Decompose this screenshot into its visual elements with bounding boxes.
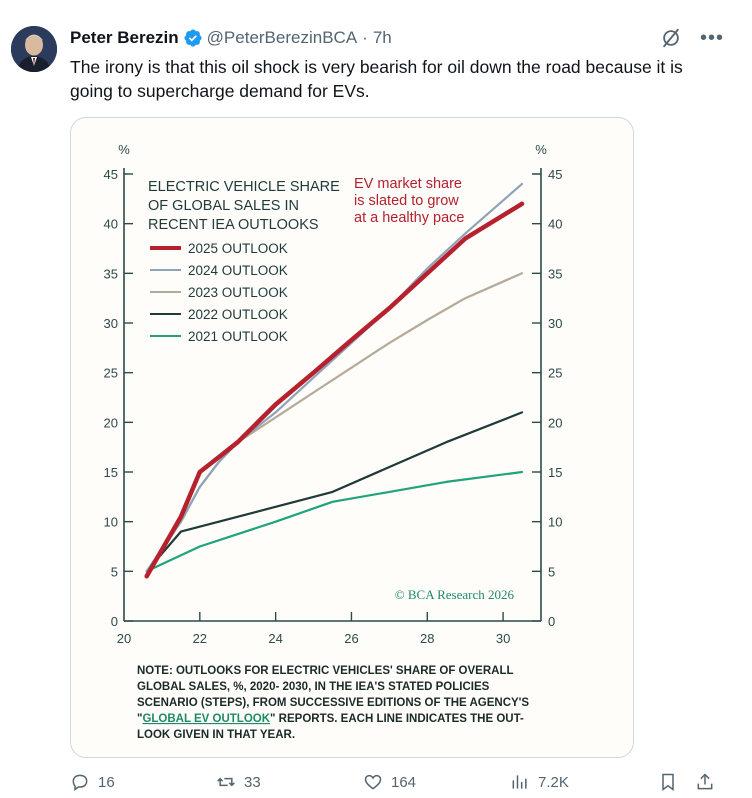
note-text: " REPORTS. EACH LINE INDICATES THE OUT- xyxy=(270,713,524,725)
author-handle[interactable]: @PeterBerezinBCA xyxy=(206,28,358,47)
y-tick-label-right: 40 xyxy=(548,217,562,232)
y-tick-label-right: 15 xyxy=(548,465,562,480)
annotation-line: EV market share xyxy=(354,176,462,192)
y-axis-label-right: % xyxy=(535,142,547,157)
heart-icon xyxy=(364,774,382,790)
repost-button[interactable]: 33 xyxy=(216,772,261,792)
y-tick-label-left: 45 xyxy=(104,167,118,182)
y-tick-label-right: 0 xyxy=(548,614,555,629)
author-name[interactable]: Peter Berezin xyxy=(70,28,179,47)
header-icons: ••• xyxy=(660,27,724,49)
views-button[interactable]: 7.2K xyxy=(510,772,569,792)
note-line: LOOK GIVEN IN THAT YEAR. xyxy=(137,729,295,741)
x-tick-label: 26 xyxy=(344,631,358,646)
separator-dot: · xyxy=(362,28,368,47)
like-count: 164 xyxy=(391,773,417,791)
grok-icon[interactable] xyxy=(660,27,682,49)
x-tick-label: 20 xyxy=(117,631,131,646)
x-tick-label: 30 xyxy=(496,631,510,646)
tweet-header: Peter Berezin @PeterBerezinBCA · 7h xyxy=(70,27,392,49)
y-tick-label-right: 25 xyxy=(548,366,562,381)
legend-label-2023: 2023 OUTLOOK xyxy=(188,285,288,300)
annotation-line: is slated to grow xyxy=(354,193,459,209)
avatar-image xyxy=(11,26,57,72)
legend-label-2024: 2024 OUTLOOK xyxy=(188,263,288,278)
bookmark-icon xyxy=(662,773,674,791)
share-button[interactable] xyxy=(695,772,715,792)
note-text: " xyxy=(137,713,142,725)
more-icon[interactable]: ••• xyxy=(699,27,724,49)
annotation-line: at a healthy pace xyxy=(354,210,464,226)
views-count: 7.2K xyxy=(538,773,569,791)
repost-icon xyxy=(217,777,235,787)
y-tick-label-right: 20 xyxy=(548,415,562,430)
y-tick-label-right: 5 xyxy=(548,564,555,579)
reply-icon xyxy=(72,774,88,791)
y-tick-label-left: 30 xyxy=(104,316,118,331)
action-bar: 16 33 164 7.2K xyxy=(70,772,720,798)
reply-count: 16 xyxy=(98,773,115,791)
y-tick-label-left: 5 xyxy=(111,564,118,579)
x-tick-label: 24 xyxy=(268,631,282,646)
note-line: GLOBAL SALES, %, 2020- 2030, IN THE IEA'… xyxy=(137,681,490,693)
timestamp[interactable]: 7h xyxy=(372,28,392,47)
chart-note: NOTE: OUTLOOKS FOR ELECTRIC VEHICLES' SH… xyxy=(137,665,529,741)
note-line: NOTE: OUTLOOKS FOR ELECTRIC VEHICLES' SH… xyxy=(137,665,514,677)
chart-title-line: ELECTRIC VEHICLE SHARE xyxy=(148,179,340,195)
legend-label-2025: 2025 OUTLOOK xyxy=(188,241,288,256)
like-button[interactable]: 164 xyxy=(363,772,416,792)
y-tick-label-left: 0 xyxy=(111,614,118,629)
tweet-text: The irony is that this oil shock is very… xyxy=(70,57,683,101)
chart-watermark: © BCΑ Research 2026 xyxy=(395,587,515,602)
note-link: GLOBAL EV OUTLOOK xyxy=(142,713,270,725)
legend-label-2022: 2022 OUTLOOK xyxy=(188,307,288,322)
y-tick-label-right: 10 xyxy=(548,515,562,530)
repost-count: 33 xyxy=(244,773,261,791)
chart-image[interactable]: 0 0 5 5 10 10 15 15 20 20 25 25 30 30 35 35 40 40 45 45 20 22… xyxy=(70,117,634,758)
y-tick-label-right: 35 xyxy=(548,266,562,281)
legend-label-2021: 2021 OUTLOOK xyxy=(188,329,288,344)
y-tick-label-left: 35 xyxy=(104,266,118,281)
note-line: SCENARIO (STEPS), FROM SUCCESSIVE EDITIO… xyxy=(137,697,529,709)
chart-title: ELECTRIC VEHICLE SHARE OF GLOBAL SALES IN… xyxy=(148,179,340,233)
views-icon xyxy=(512,775,527,789)
chart-title-line: OF GLOBAL SALES IN xyxy=(148,198,299,214)
y-tick-label-left: 10 xyxy=(104,515,118,530)
y-axis-label-left: % xyxy=(118,142,130,157)
y-tick-label-left: 20 xyxy=(104,415,118,430)
y-tick-label-right: 30 xyxy=(548,316,562,331)
note-text: GLOBAL SALES, %, 2020- 2030, IN THE IEA'… xyxy=(137,681,490,693)
x-tick-label: 22 xyxy=(193,631,207,646)
verified-badge-icon[interactable] xyxy=(183,28,203,48)
y-tick-label-right: 45 xyxy=(548,167,562,182)
note-text: LOOK GIVEN IN THAT YEAR. xyxy=(137,729,295,741)
chart-title-line: RECENT IEA OUTLOOKS xyxy=(148,217,319,233)
bookmark-button[interactable] xyxy=(658,772,678,792)
reply-button[interactable]: 16 xyxy=(70,772,115,792)
note-text: SCENARIO (STEPS), FROM SUCCESSIVE EDITIO… xyxy=(137,697,529,709)
share-icon xyxy=(697,773,713,790)
series-line-2024 xyxy=(145,182,524,573)
series-line-2021 xyxy=(145,470,524,573)
y-tick-label-left: 15 xyxy=(104,465,118,480)
x-tick-label: 28 xyxy=(420,631,434,646)
note-line: "GLOBAL EV OUTLOOK" REPORTS. EACH LINE I… xyxy=(137,713,524,725)
y-tick-label-left: 40 xyxy=(104,217,118,232)
y-tick-label-left: 25 xyxy=(104,366,118,381)
note-text: NOTE: OUTLOOKS FOR ELECTRIC VEHICLES' SH… xyxy=(137,665,514,677)
avatar[interactable] xyxy=(11,26,57,72)
series-line-2022 xyxy=(145,411,524,573)
series-line-2025 xyxy=(144,201,525,579)
